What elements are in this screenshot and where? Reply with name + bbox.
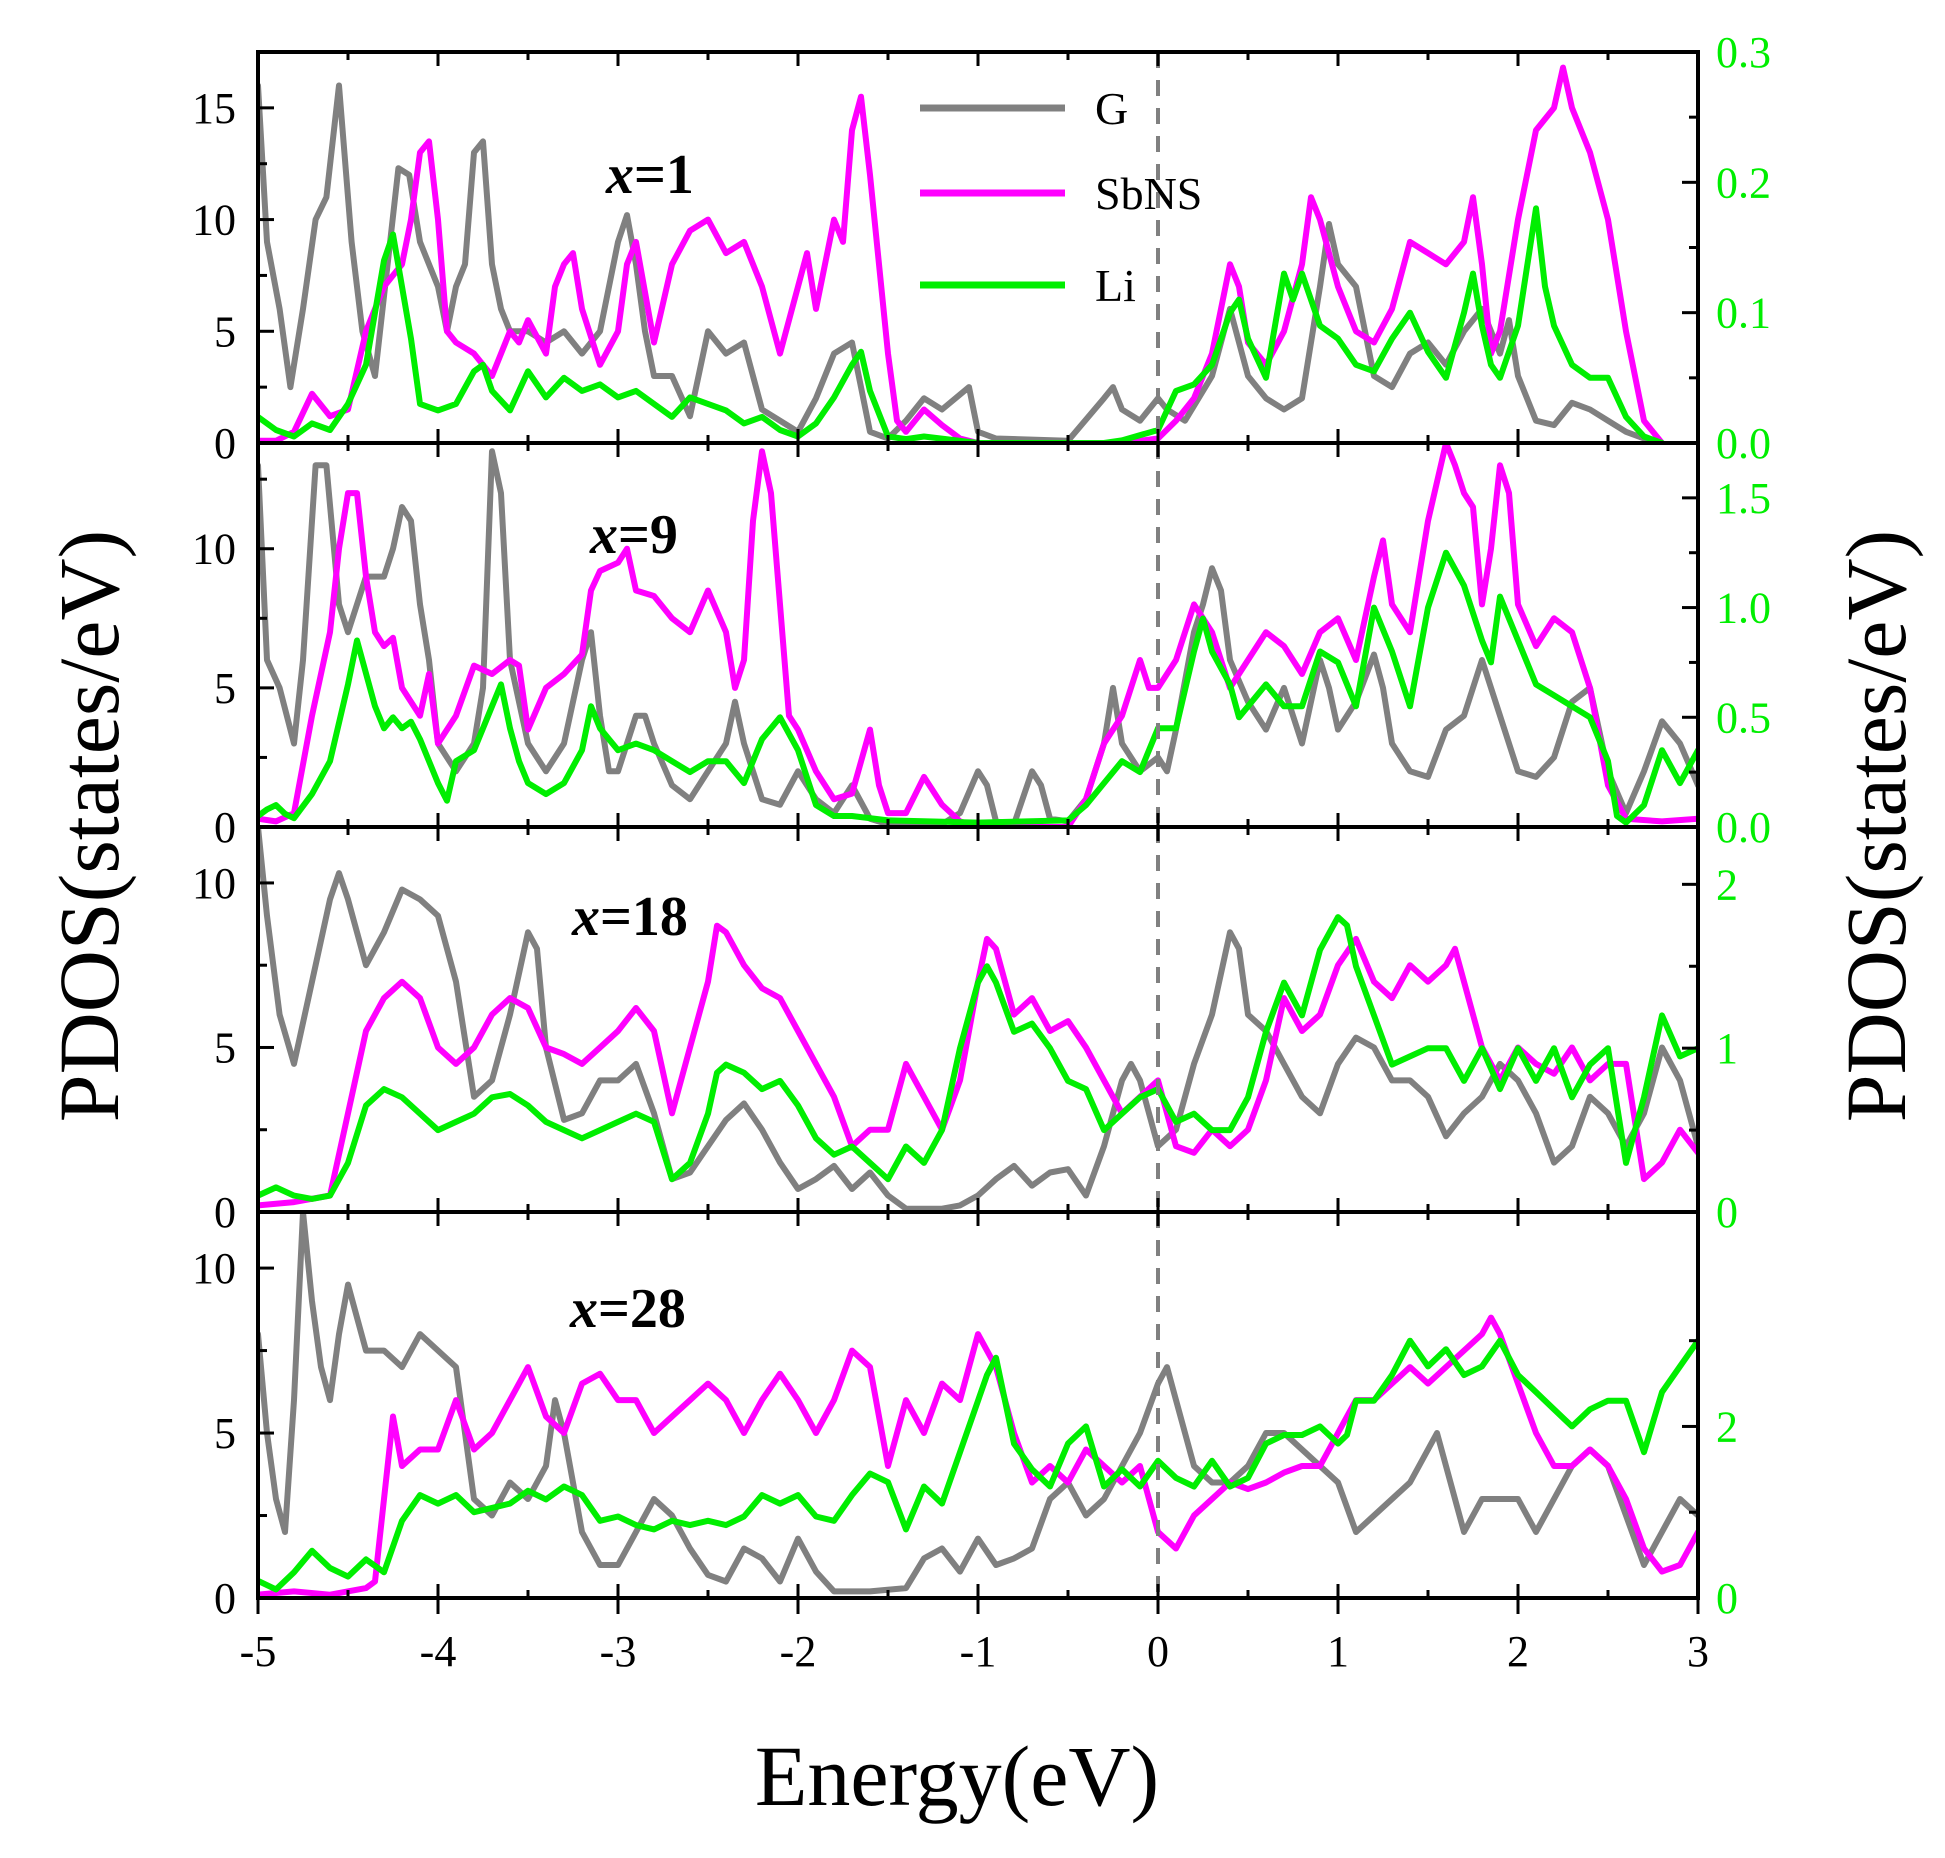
x-tick-label: -1 bbox=[960, 1627, 997, 1676]
y-tick-label-right-panel-2: 0.0 bbox=[1716, 803, 1771, 852]
y-tick-label-right-panel-3: 0 bbox=[1716, 1188, 1738, 1237]
panel-2 bbox=[258, 443, 1698, 827]
series-line-li-panel-4 bbox=[258, 1337, 1698, 1593]
y-tick-label-right-panel-1: 0.2 bbox=[1716, 158, 1771, 207]
panel-label-4: x=28 bbox=[569, 1278, 686, 1340]
y-tick-label-right-panel-4: 2 bbox=[1716, 1402, 1738, 1451]
x-tick-label: -2 bbox=[780, 1627, 817, 1676]
x-tick-label: -3 bbox=[600, 1627, 637, 1676]
x-tick-label: 3 bbox=[1687, 1627, 1709, 1676]
panel-label-3: x=18 bbox=[571, 886, 688, 948]
y-tick-label-left-panel-3: 0 bbox=[214, 1188, 236, 1237]
series-line-g-panel-3 bbox=[258, 827, 1698, 1212]
series-line-sbns-panel-1 bbox=[258, 64, 1665, 443]
series-line-g-panel-2 bbox=[258, 448, 1698, 827]
y-tick-label-left-panel-2: 0 bbox=[214, 803, 236, 852]
y-tick-label-left-panel-1: 10 bbox=[192, 196, 236, 245]
y-tick-label-right-panel-2: 1.0 bbox=[1716, 584, 1771, 633]
series-line-sbns-panel-2 bbox=[258, 443, 1698, 827]
y-tick-label-left-panel-1: 15 bbox=[192, 84, 236, 133]
y-tick-label-left-panel-2: 10 bbox=[192, 525, 236, 574]
x-tick-label: 2 bbox=[1507, 1627, 1529, 1676]
y-tick-label-right-panel-2: 1.5 bbox=[1716, 474, 1771, 523]
y-tick-label-right-panel-1: 0.3 bbox=[1716, 28, 1771, 77]
y-tick-label-left-panel-4: 10 bbox=[192, 1244, 236, 1293]
y-tick-label-right-panel-4: 0 bbox=[1716, 1574, 1738, 1623]
panel-4 bbox=[258, 1212, 1698, 1598]
y-tick-label-left-panel-2: 5 bbox=[214, 664, 236, 713]
y-tick-label-right-panel-1: 0.0 bbox=[1716, 419, 1771, 468]
series-line-g-panel-4 bbox=[258, 1212, 1698, 1595]
panel-3 bbox=[258, 827, 1698, 1212]
y-axis-label-left: PDOS(states/eV) bbox=[41, 530, 137, 1122]
panels-layer bbox=[258, 52, 1698, 1598]
panel-label-2: x=9 bbox=[589, 504, 678, 566]
series-line-sbns-panel-3 bbox=[258, 922, 1698, 1209]
x-tick-label: -5 bbox=[240, 1627, 277, 1676]
series-line-li-panel-3 bbox=[258, 914, 1698, 1202]
legend-label-g: G bbox=[1095, 83, 1128, 134]
legend-label-li: Li bbox=[1095, 260, 1136, 311]
y-tick-label-left-panel-3: 10 bbox=[192, 859, 236, 908]
x-axis-label: Energy(eV) bbox=[755, 1728, 1159, 1824]
y-axis-label-right: PDOS(states/eV) bbox=[1828, 530, 1924, 1122]
y-tick-label-right-panel-3: 2 bbox=[1716, 860, 1738, 909]
y-tick-label-left-panel-1: 5 bbox=[214, 307, 236, 356]
series-line-sbns-panel-4 bbox=[258, 1314, 1698, 1598]
x-tick-label: 1 bbox=[1327, 1627, 1349, 1676]
series-line-li-panel-2 bbox=[258, 549, 1698, 826]
frame-layer: 0510150.00.10.20.3x=105100.00.51.01.5x=9… bbox=[192, 28, 1771, 1676]
panel-label-1: x=1 bbox=[605, 144, 694, 206]
legend: G SbNS Li bbox=[920, 83, 1202, 311]
y-tick-label-left-panel-3: 5 bbox=[214, 1023, 236, 1072]
y-tick-label-left-panel-1: 0 bbox=[214, 419, 236, 468]
x-tick-label: -4 bbox=[420, 1627, 457, 1676]
y-tick-label-left-panel-4: 0 bbox=[214, 1574, 236, 1623]
y-tick-label-right-panel-3: 1 bbox=[1716, 1024, 1738, 1073]
legend-label-sbns: SbNS bbox=[1095, 168, 1202, 219]
y-tick-label-left-panel-4: 5 bbox=[214, 1409, 236, 1458]
y-tick-label-right-panel-1: 0.1 bbox=[1716, 289, 1771, 338]
x-tick-label: 0 bbox=[1147, 1627, 1169, 1676]
series-line-g-panel-1 bbox=[258, 82, 1665, 443]
y-tick-label-right-panel-2: 0.5 bbox=[1716, 693, 1771, 742]
